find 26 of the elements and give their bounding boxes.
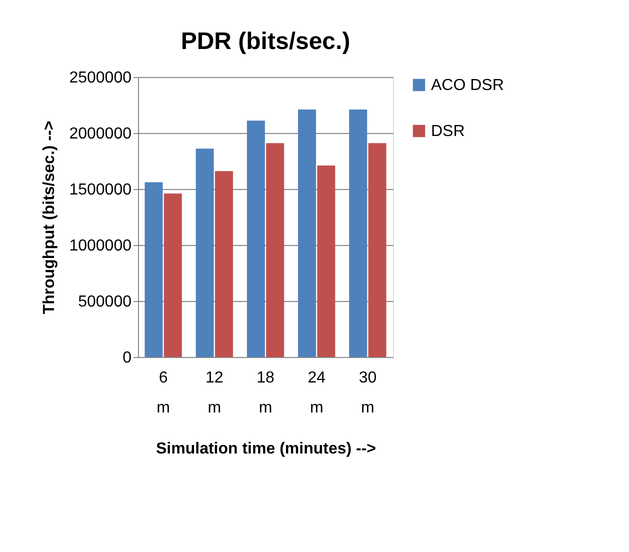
legend-label: ACO DSR — [431, 77, 504, 94]
bar — [349, 109, 368, 357]
bar — [196, 148, 214, 357]
x-axis-title: Simulation time (minutes) --> — [156, 440, 376, 458]
y-tick-label: 2000000 — [69, 126, 132, 142]
bar — [266, 143, 284, 357]
y-tick-label: 0 — [122, 350, 132, 366]
bar — [368, 143, 386, 357]
y-tick-label: 500000 — [78, 294, 132, 310]
x-tick-label: 12 m — [206, 370, 224, 416]
y-tick-label: 2500000 — [69, 70, 132, 86]
bar — [214, 171, 233, 357]
legend-label: DSR — [431, 123, 465, 140]
x-tick-label: 30 m — [358, 370, 377, 416]
x-tick-label: 6 m — [156, 370, 170, 416]
bar — [144, 182, 163, 357]
y-tick-label: 1500000 — [69, 182, 132, 198]
bar — [317, 165, 336, 357]
x-tick-label: 24 m — [308, 370, 326, 416]
chart-title: PDR (bits/sec.) — [180, 28, 350, 55]
bar — [298, 109, 316, 357]
bar — [164, 193, 182, 357]
x-tick-label: 18 m — [256, 370, 274, 416]
y-tick-label: 1000000 — [69, 238, 132, 254]
y-axis-title: Throughput (bits/sec.) --> — [41, 120, 58, 314]
bar — [246, 120, 265, 357]
